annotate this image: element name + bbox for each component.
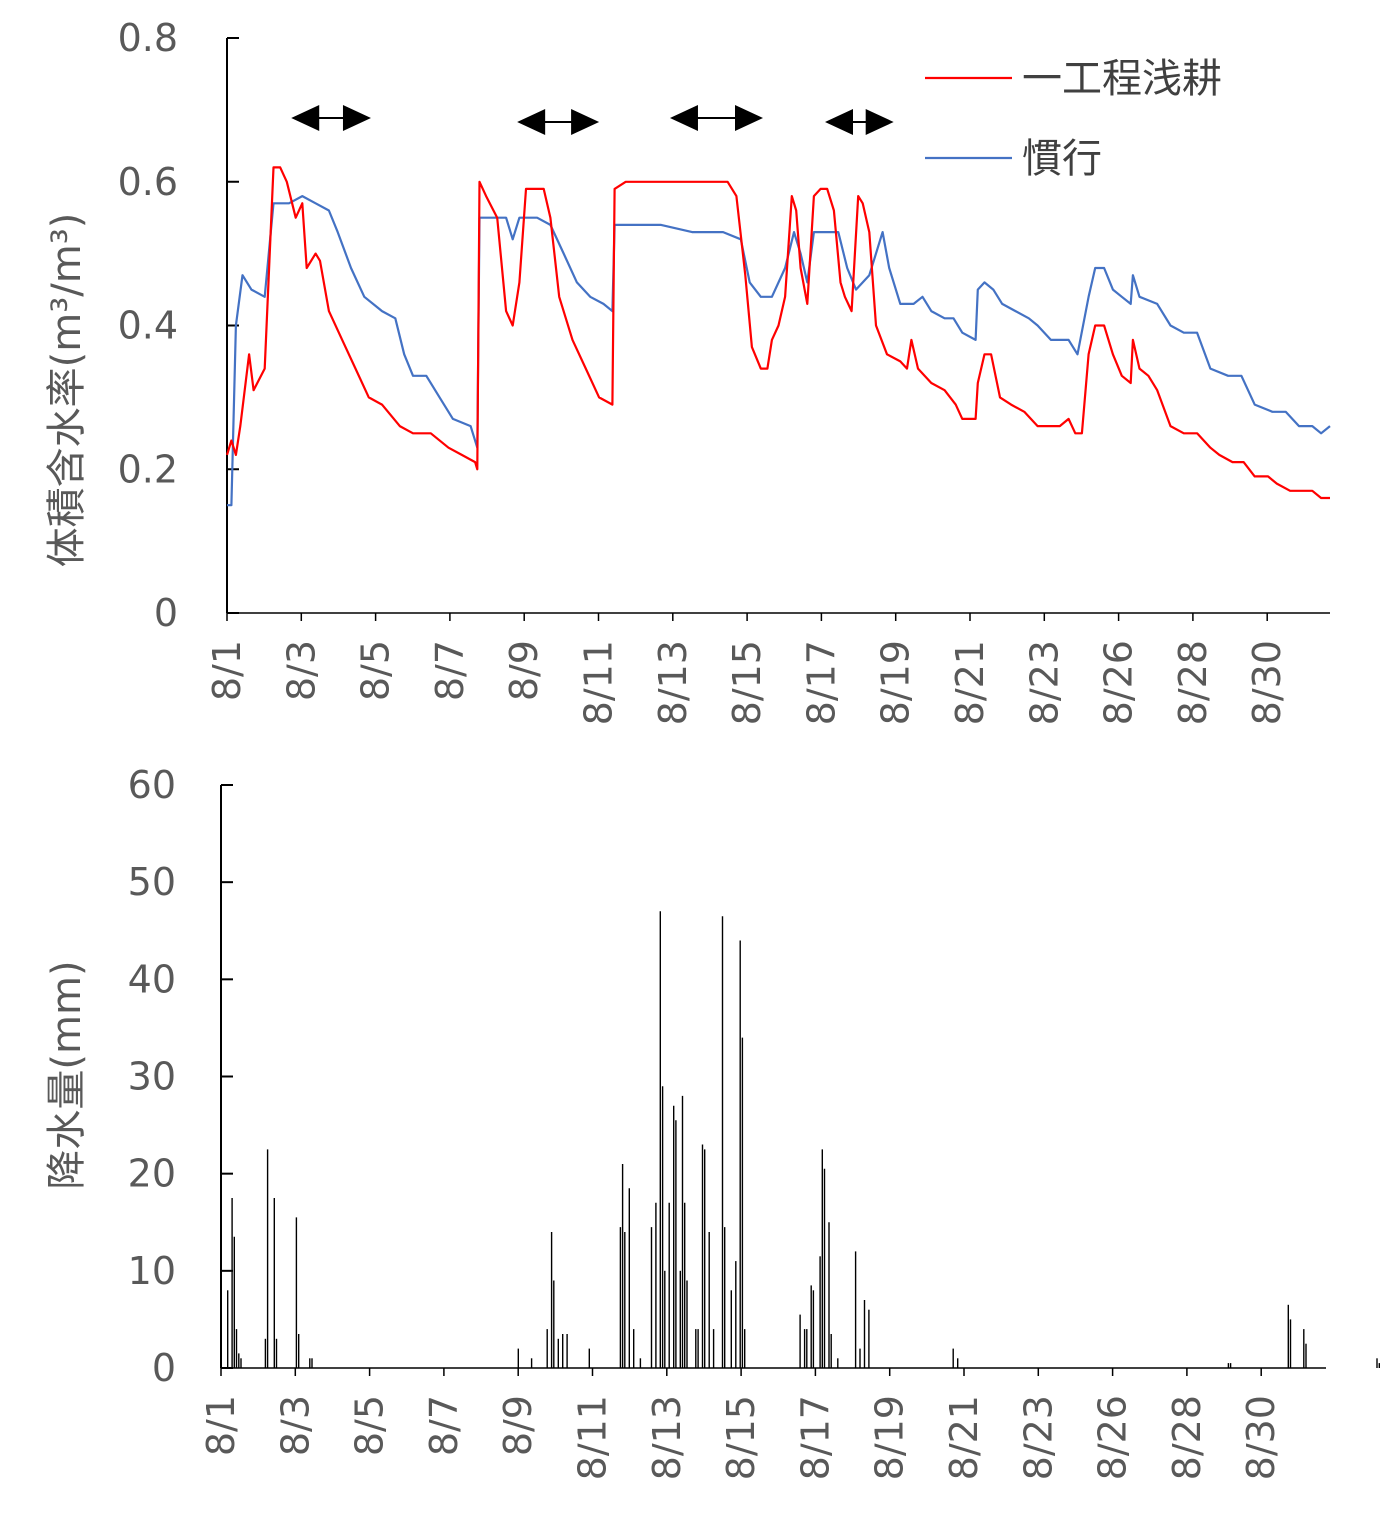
arrow-head-right (865, 109, 894, 135)
x-tick-label: 8/15 (725, 640, 769, 725)
x-tick-label: 8/1 (205, 640, 249, 701)
y-tick-label: 0.8 (118, 16, 178, 60)
x-tick-label: 8/7 (428, 640, 472, 701)
x-tick-label: 8/21 (942, 1395, 986, 1480)
y-tick-label: 0.6 (118, 160, 178, 204)
x-tick-label: 8/5 (348, 1395, 392, 1456)
series-line-conventional (227, 195, 1331, 507)
arrow-head-right (571, 109, 600, 135)
x-tick-label: 8/17 (799, 640, 843, 725)
y-tick-label: 10 (128, 1249, 176, 1293)
y-tick-label: 60 (128, 763, 176, 807)
y-tick-label: 40 (128, 957, 176, 1001)
soil-moisture-chart: 0 0.2 0.4 0.6 0.8 8/1 8/3 8/5 8/7 8/9 8/11 8/13 8/15… (44, 16, 1331, 725)
x-tick-label: 8/11 (577, 640, 621, 725)
y-tick-label: 0.2 (118, 447, 178, 491)
y-tick-label: 0 (154, 591, 178, 635)
x-tick-label: 8/3 (279, 640, 323, 701)
arrow-head-left (517, 109, 546, 135)
y-tick-label: 30 (128, 1055, 176, 1099)
x-tick-label: 8/21 (948, 640, 992, 725)
x-tick-label: 8/19 (874, 640, 918, 725)
x-tick-label: 8/30 (1239, 1395, 1283, 1480)
y-tick-label: 0 (152, 1346, 176, 1390)
x-tick-label: 8/23 (1022, 640, 1066, 725)
y-tick-label: 0.4 (118, 304, 178, 348)
y-axis-title: 降水量(mm) (44, 960, 90, 1189)
x-tick-label: 8/26 (1091, 1395, 1135, 1480)
x-tick-label: 8/28 (1165, 1395, 1209, 1480)
y-tick-label: 50 (128, 860, 176, 904)
x-tick-label: 8/3 (273, 1395, 317, 1456)
arrow-head-right (734, 105, 763, 131)
series-line-shallow-tillage (225, 166, 1330, 500)
x-tick-label: 8/9 (502, 640, 546, 701)
y-axis-title: 体積含水率(m³/m³) (44, 213, 90, 568)
arrow-head-right (342, 105, 371, 131)
precipitation-chart: 0 10 20 30 40 50 60 8/1 8/3 8/5 8/7 8/9 8/11 8/13 8/15… (44, 763, 1381, 1480)
y-tick-label: 20 (128, 1152, 176, 1196)
arrow-head-left (669, 105, 698, 131)
legend-label: 慣行 (1022, 136, 1102, 182)
x-tick-label: 8/9 (496, 1395, 540, 1456)
arrow-head-left (825, 109, 854, 135)
x-tick-label: 8/15 (719, 1395, 763, 1480)
legend-label: 一工程浅耕 (1022, 56, 1222, 102)
x-tick-label: 8/11 (571, 1395, 615, 1480)
x-tick-label: 8/19 (868, 1395, 912, 1480)
x-tick-label: 8/1 (199, 1395, 243, 1456)
x-tick-label: 8/5 (354, 640, 398, 701)
x-tick-label: 8/23 (1016, 1395, 1060, 1480)
x-tick-label: 8/26 (1097, 640, 1141, 725)
x-tick-label: 8/13 (651, 640, 695, 725)
x-tick-label: 8/30 (1245, 640, 1289, 725)
x-tick-label: 8/28 (1171, 640, 1215, 725)
x-tick-label: 8/13 (645, 1395, 689, 1480)
x-tick-label: 8/7 (422, 1395, 466, 1456)
x-tick-label: 8/17 (793, 1395, 837, 1480)
arrow-head-left (291, 105, 320, 131)
